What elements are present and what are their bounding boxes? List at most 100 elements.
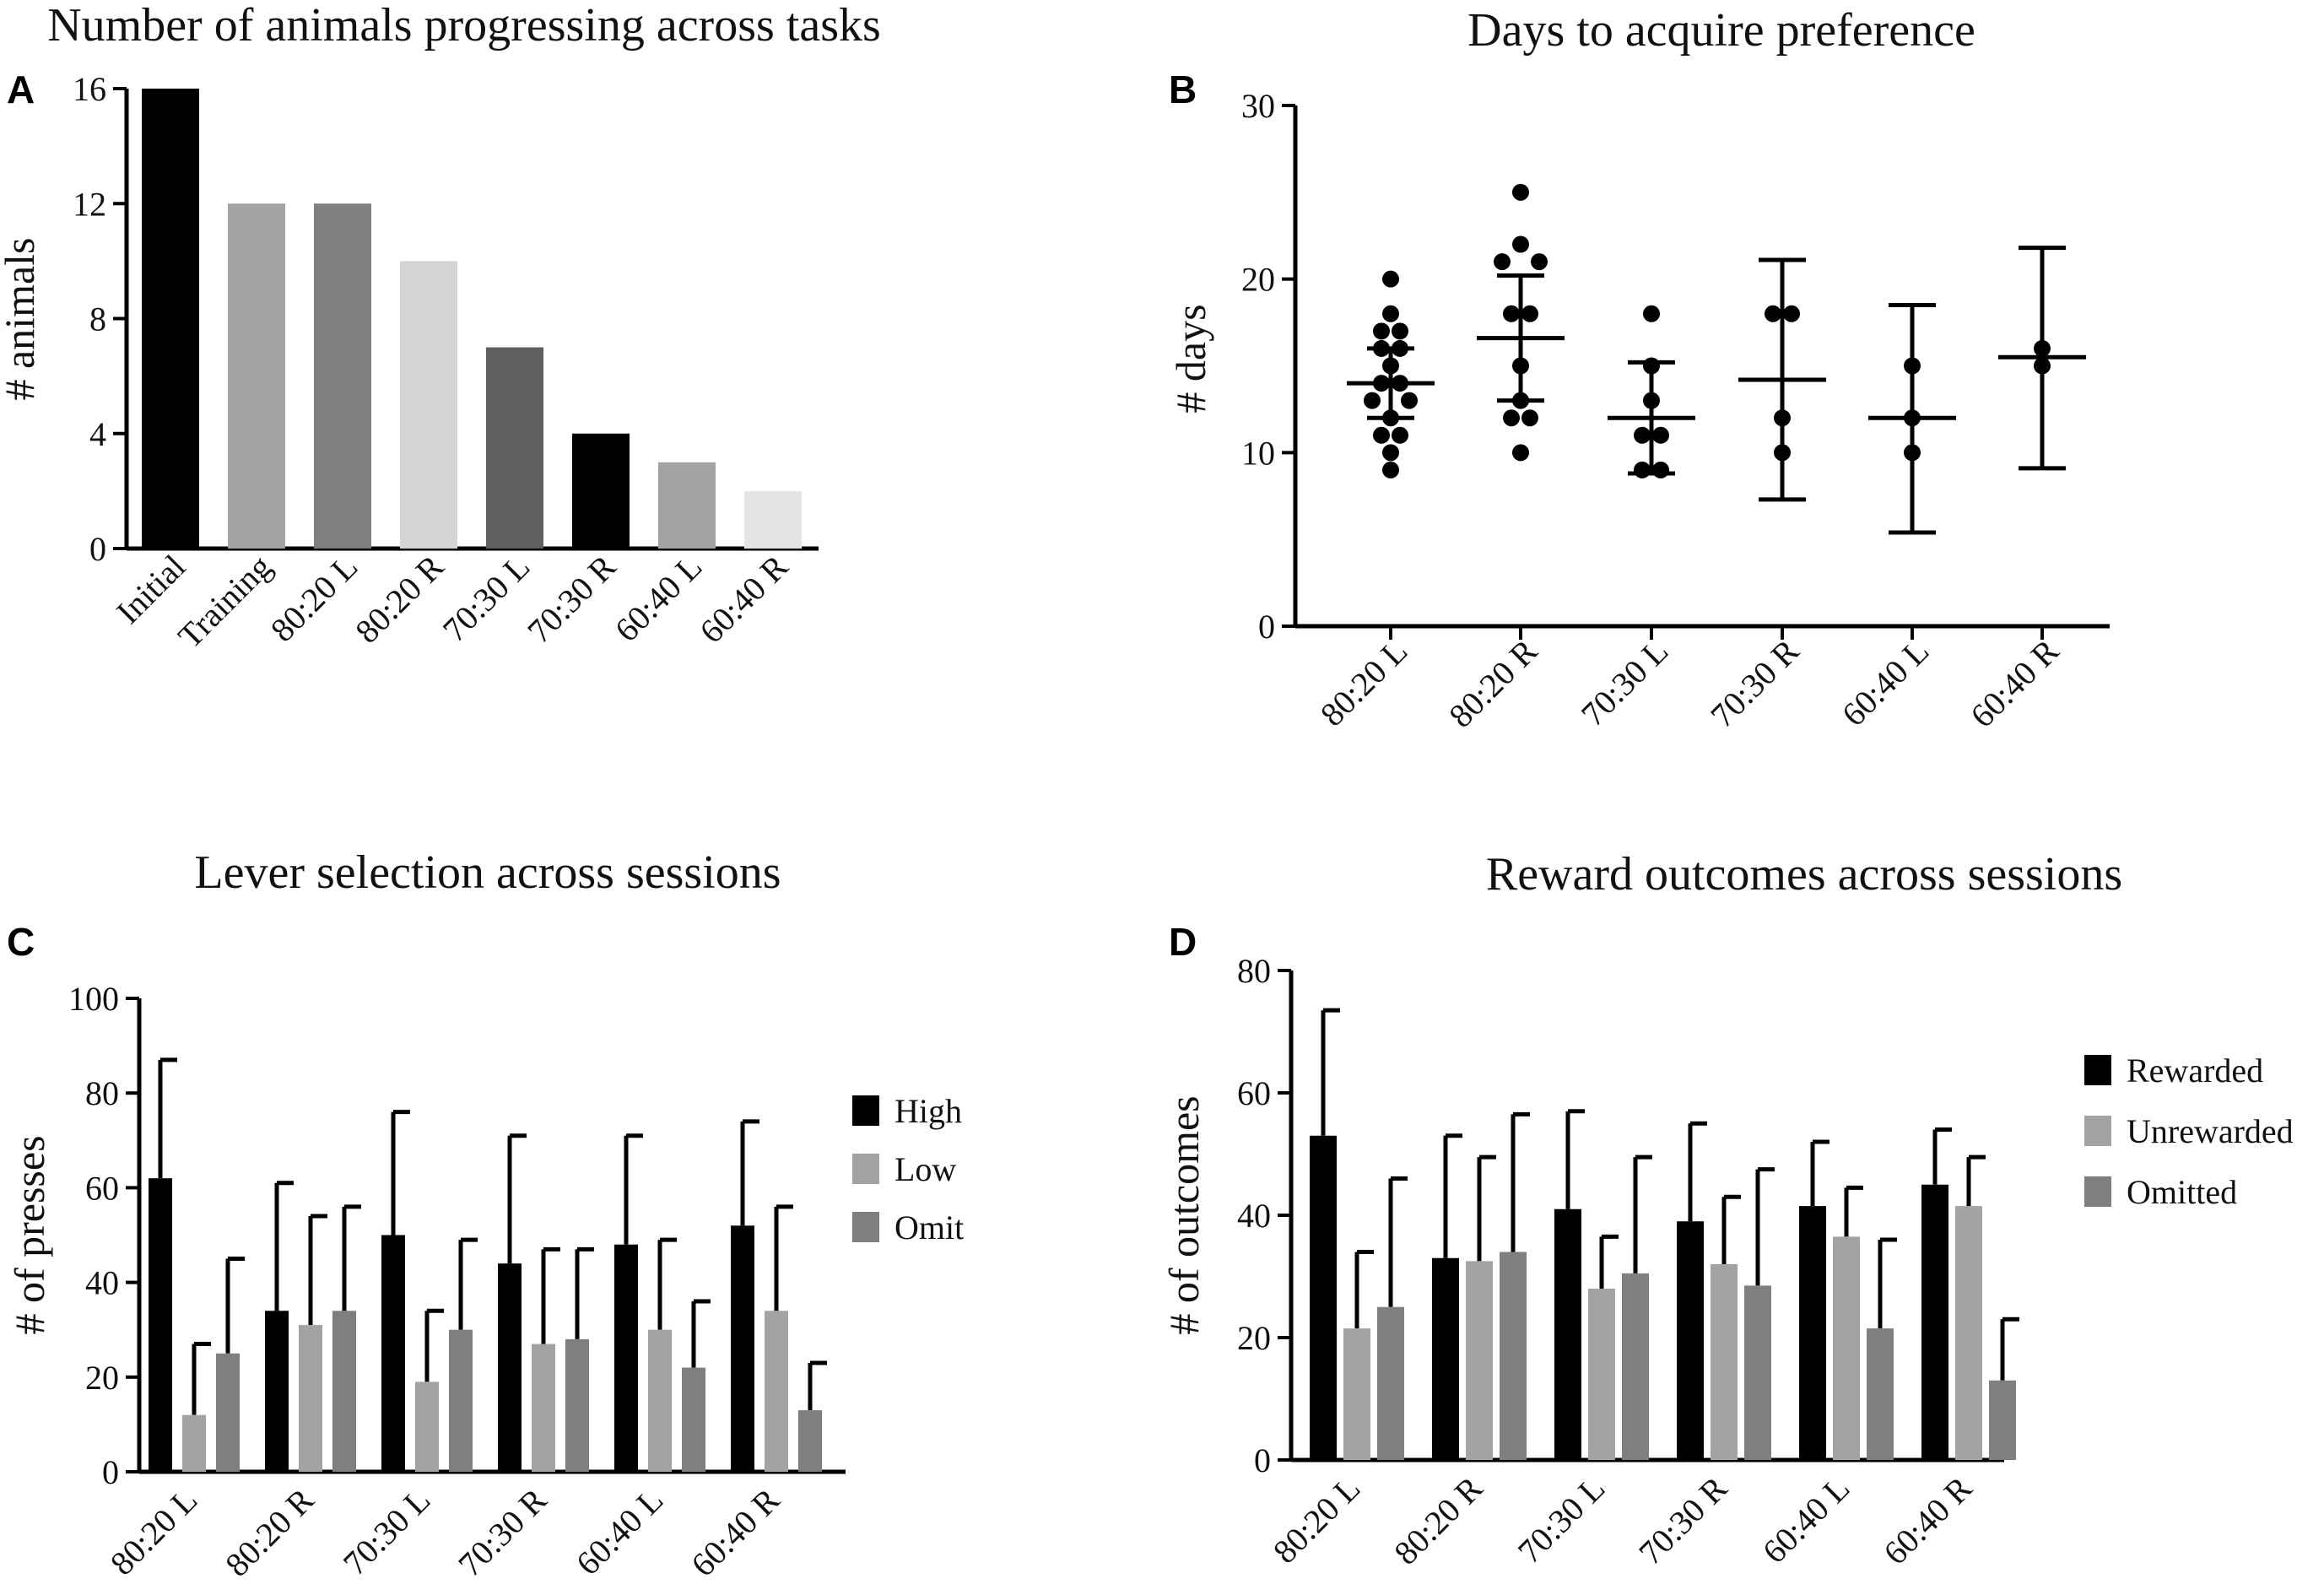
panel-c-bar-low <box>765 1311 788 1472</box>
panel-d-bar-rewarded <box>1554 1208 1581 1460</box>
panel-d-bar-rewarded <box>1677 1221 1704 1460</box>
panel-b-data-point <box>1643 392 1660 409</box>
panel-c-legend-label: Omit <box>894 1208 964 1246</box>
panel-d-x-tick-label: 60:40 L <box>1755 1469 1857 1571</box>
panel-b-y-axis-label: # days <box>1167 304 1214 413</box>
panel-b-data-point <box>1392 375 1408 392</box>
panel-d-legend-swatch <box>2084 1055 2111 1085</box>
panel-a-x-tick-label: 80:20 L <box>263 548 365 650</box>
panel-b-data-point <box>1382 305 1399 322</box>
panel-c-x-tick-label: 60:40 R <box>684 1480 786 1583</box>
panel-d-x-tick-label: 70:30 L <box>1511 1469 1613 1571</box>
panel-d-bar-rewarded <box>1310 1135 1337 1460</box>
panel-b-x-tick-label: 80:20 L <box>1313 632 1415 734</box>
panel-a-x-tick-label: 70:30 L <box>435 548 538 650</box>
panel-b-data-point <box>1783 305 1800 322</box>
panel-a-label: A <box>7 68 35 111</box>
panel-d-y-tick-label: 20 <box>1237 1319 1271 1357</box>
panel-c-y-tick-label: 0 <box>102 1453 119 1491</box>
panel-c-x-tick-label: 70:30 R <box>451 1480 554 1583</box>
panel-b-data-point <box>1382 270 1399 288</box>
panel-b-data-point <box>1634 461 1651 478</box>
panel-b-y-tick-label: 0 <box>1258 608 1275 646</box>
panel-c-y-tick-label: 80 <box>85 1074 119 1112</box>
panel-d-legend-label: Rewarded <box>2127 1052 2263 1089</box>
panel-b-data-point <box>2034 357 2051 375</box>
panel-b-data-point <box>1494 253 1511 271</box>
panel-d-legend-swatch <box>2084 1176 2111 1207</box>
panel-b-data-point <box>1382 461 1399 478</box>
panel-b-data-point <box>1503 305 1520 322</box>
panel-c-legend-label: High <box>894 1092 962 1130</box>
panel-d-label: D <box>1169 920 1197 964</box>
panel-a-bar-3 <box>314 203 371 549</box>
panel-d-x-tick-label: 80:20 R <box>1386 1468 1489 1571</box>
panel-b-title: Days to acquire preference <box>1467 4 1975 57</box>
panel-b-data-point <box>1774 444 1791 462</box>
panel-c-bar-high <box>498 1263 522 1472</box>
panel-c-bar-low <box>415 1381 439 1472</box>
panel-b-data-point <box>1382 357 1399 375</box>
panel-b-label: B <box>1169 68 1197 111</box>
panel-d-bar-unrewarded <box>1833 1236 1860 1460</box>
panel-b-data-point <box>1373 322 1390 340</box>
panel-a-x-tick-label: 70:30 R <box>520 547 623 650</box>
panel-d-y-tick-label: 40 <box>1237 1197 1271 1235</box>
panel-d-bar-unrewarded <box>1955 1206 1982 1460</box>
panel-c-bar-low <box>182 1414 206 1472</box>
panel-c-legend-swatch <box>852 1095 879 1126</box>
panel-a: Number of animals progressing across tas… <box>0 0 881 656</box>
panel-d-bar-unrewarded <box>1711 1264 1738 1460</box>
panel-b-data-point <box>1382 409 1399 427</box>
panel-a-y-tick-label: 0 <box>89 530 106 568</box>
panel-c-bar-low <box>532 1344 555 1472</box>
panel-b-data-point <box>1364 392 1381 409</box>
panel-d-bar-rewarded <box>1799 1206 1826 1460</box>
panel-c-bar-high <box>731 1225 754 1472</box>
panel-b-x-tick-label: 70:30 L <box>1574 632 1676 734</box>
panel-a-y-tick-label: 16 <box>73 70 106 108</box>
panel-a-bar-6 <box>572 433 630 549</box>
panel-c-title: Lever selection across sessions <box>194 846 781 899</box>
panel-b-data-point <box>1521 409 1538 427</box>
panel-a-title: Number of animals progressing across tas… <box>47 0 881 51</box>
panel-c-bar-omit <box>798 1410 822 1472</box>
panel-b-data-point <box>1373 375 1390 392</box>
panel-b-data-point <box>1643 357 1660 375</box>
panel-c-bar-high <box>381 1235 405 1472</box>
panel-d-x-tick-label: 80:20 L <box>1266 1469 1368 1571</box>
panel-c-bar-low <box>648 1329 672 1472</box>
panel-d-title: Reward outcomes across sessions <box>1486 848 2122 900</box>
panel-c-y-tick-label: 60 <box>85 1169 119 1207</box>
panel-c-bar-omit <box>332 1311 356 1472</box>
panel-b-data-point <box>1512 357 1529 375</box>
panel-c-y-tick-label: 40 <box>85 1264 119 1302</box>
panel-b-data-point <box>1521 305 1538 322</box>
panel-d-y-axis-label: # of outcomes <box>1160 1095 1208 1334</box>
panel-c-bar-omit <box>449 1329 473 1472</box>
panel-c-x-tick-label: 80:20 R <box>218 1480 321 1583</box>
panel-b-data-point <box>1774 409 1791 427</box>
panel-b-data-point <box>1512 183 1529 201</box>
panel-b-data-point <box>1904 444 1921 462</box>
panel-b-data-point <box>1382 444 1399 462</box>
panel-a-bar-4 <box>400 261 457 549</box>
panel-b: Days to acquire preference B 0 10 20 30 # da… <box>1167 4 2110 735</box>
panel-d-bar-unrewarded <box>1343 1328 1370 1460</box>
panel-b-x-tick-label: 60:40 R <box>1963 631 2066 734</box>
panel-d-bar-rewarded <box>1921 1184 1948 1460</box>
panel-d-bar-omitted <box>1500 1252 1527 1460</box>
panel-a-bar-1 <box>142 89 199 549</box>
panel-a-x-tick-label: 80:20 R <box>348 547 451 650</box>
panel-c-bar-high <box>149 1178 172 1472</box>
panel-b-y-tick-label: 20 <box>1241 261 1275 299</box>
panel-c-y-axis-label: # of presses <box>6 1135 53 1334</box>
panel-b-data-point <box>2034 339 2051 357</box>
panel-d-y-tick-label: 60 <box>1237 1074 1271 1112</box>
panel-c-y-tick-label: 100 <box>68 980 119 1018</box>
panel-b-data-point <box>1765 305 1781 322</box>
panel-b-data-point <box>1634 426 1651 444</box>
panel-c-x-tick-label: 80:20 L <box>103 1481 205 1583</box>
panel-b-data-point <box>1643 305 1660 322</box>
